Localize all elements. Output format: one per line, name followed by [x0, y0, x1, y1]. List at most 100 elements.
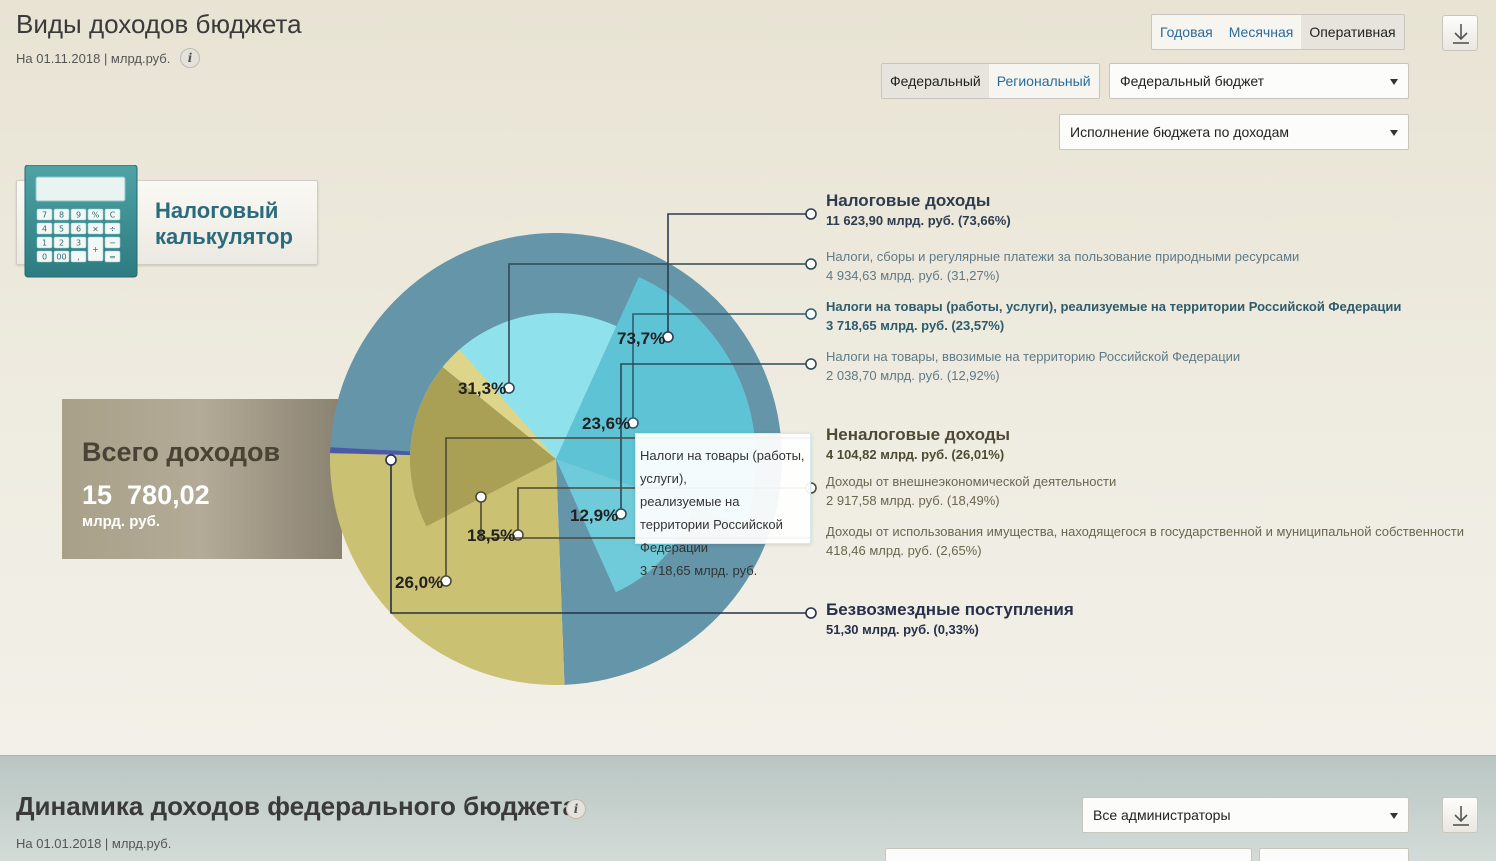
tab-federal[interactable]: Федеральный: [882, 64, 989, 98]
calculator-key: [87, 208, 104, 221]
tooltip-line-3: Федерации: [640, 540, 709, 555]
leader-domestic-goods: [632, 313, 811, 423]
total-revenue-value: 15 780,02: [82, 480, 210, 510]
leader-gratuitous-receipts-anchor: [385, 454, 397, 466]
pie-slice-property-income[interactable]: [442, 349, 556, 459]
chart-tooltip: Налоги на товары (работы, услуги), реали…: [635, 433, 811, 578]
calculator-key: [53, 250, 70, 263]
calculator-key-label: 0: [42, 253, 47, 262]
calculator-key-label: 4: [42, 225, 47, 234]
calculator-key-label: 5: [59, 225, 64, 234]
download-icon: [1453, 806, 1469, 826]
dynamics-download-button[interactable]: [1442, 797, 1478, 833]
tab-yearly[interactable]: Годовая: [1160, 24, 1213, 40]
calculator-icon: 7 8 9% C4 5 6 × ÷1 2 3 −0 00 ,+=: [24, 165, 138, 278]
leader-gratuitous-receipts: [390, 460, 811, 614]
legend-imported-goods[interactable]: Налоги на товары, ввозимые на территорию…: [826, 349, 1241, 364]
pie-slice-non-tax-revenue[interactable]: [330, 453, 565, 685]
calculator-key-label: ,: [77, 253, 80, 262]
download-button[interactable]: [1442, 15, 1478, 51]
report-select[interactable]: Исполнение бюджета по доходам: [1059, 114, 1409, 150]
legend-tax-revenue[interactable]: Налоговые доходы: [826, 191, 991, 210]
calculator-key: [53, 236, 70, 249]
calculator-key: [87, 222, 104, 235]
calculator-key-label: +: [92, 245, 99, 254]
total-revenue-title: Всего доходов: [82, 437, 281, 467]
total-revenue-unit: млрд. руб.: [82, 513, 161, 530]
leader-domestic-goods-end: [805, 308, 817, 320]
leader-imported-goods-anchor: [615, 508, 627, 520]
legend-imported-goods-value: 2 038,70 млрд. руб. (12,92%): [826, 368, 1000, 383]
pie-slice-imported-goods[interactable]: [556, 459, 694, 593]
pct-label-natural-resources: 31,3%: [458, 379, 507, 398]
calculator-key: [36, 208, 53, 221]
legend-property-income[interactable]: Доходы от использования имущества, наход…: [826, 524, 1465, 539]
dynamics-filter-1[interactable]: [885, 848, 1252, 861]
calculator-key-label: %: [92, 211, 100, 220]
legend-foreign-trade-value: 2 917,58 млрд. руб. (18,49%): [826, 493, 1000, 508]
calculator-key-label: 8: [59, 211, 64, 220]
leader-non-tax-revenue-anchor: [440, 575, 452, 587]
calculator-key: [104, 250, 121, 263]
budget-select[interactable]: Федеральный бюджет: [1109, 63, 1409, 99]
legend-natural-resources[interactable]: Налоги, сборы и регулярные платежи за по…: [826, 249, 1300, 264]
pct-label-tax: 73,7%: [617, 329, 666, 348]
info-icon[interactable]: i: [180, 48, 200, 68]
calculator-key-label: ÷: [109, 225, 116, 234]
leader-natural-resources-end: [805, 258, 817, 270]
tooltip-line-1: Налоги на товары (работы, услуги),: [640, 448, 805, 486]
dynamics-filter-2[interactable]: [1259, 848, 1409, 861]
calculator-key-label: 2: [59, 239, 64, 248]
leader-imported-goods-end: [805, 358, 817, 370]
legend-non-tax-revenue-value: 4 104,82 млрд. руб. (26,01%): [826, 447, 1005, 462]
budget-level-tabs: Федеральный Региональный: [881, 63, 1100, 99]
leader-domestic-goods-anchor: [627, 417, 639, 429]
calculator-key: [53, 222, 70, 235]
calculator-key: [104, 208, 121, 221]
calculator-key-label: 9: [76, 211, 81, 220]
report-select-value: Исполнение бюджета по доходам: [1070, 124, 1289, 140]
calculator-key-label: 3: [76, 239, 81, 248]
calculator-key: [70, 236, 87, 249]
leader-property-income-anchor: [475, 491, 487, 503]
leader-imported-goods: [620, 363, 811, 514]
legend-gratuitous-receipts[interactable]: Безвозмездные поступления: [826, 600, 1074, 619]
legend-property-income-value: 418,46 млрд. руб. (2,65%): [826, 543, 982, 558]
info-icon[interactable]: i: [566, 799, 586, 819]
tab-operational[interactable]: Оперативная: [1301, 15, 1404, 49]
legend-domestic-goods-value: 3 718,65 млрд. руб. (23,57%): [826, 318, 1005, 333]
budget-select-value: Федеральный бюджет: [1120, 73, 1265, 89]
tooltip-line-2: реализуемые на территории Российской: [640, 494, 783, 532]
administrator-select[interactable]: Все администраторы: [1082, 797, 1409, 833]
calculator-key: [104, 236, 121, 249]
legend-foreign-trade[interactable]: Доходы от внешнеэкономической деятельнос…: [826, 474, 1117, 489]
calculator-key: [104, 222, 121, 235]
leader-tax-revenue-anchor: [662, 331, 674, 343]
calculator-key: [87, 236, 104, 262]
tax-calculator-label: Налоговый калькулятор: [155, 198, 293, 249]
calculator-key-label: 00: [56, 253, 66, 262]
leader-gratuitous-receipts-end: [805, 607, 817, 619]
leader-tax-revenue: [667, 213, 811, 337]
legend-non-tax-revenue[interactable]: Неналоговые доходы: [826, 425, 1011, 444]
chevron-down-icon: [1390, 813, 1398, 819]
tab-regional[interactable]: Региональный: [996, 73, 1091, 89]
calculator-key-label: 7: [42, 211, 47, 220]
calculator-key-label: 1: [42, 239, 47, 248]
tab-monthly[interactable]: Месячная: [1228, 24, 1294, 40]
calculator-key-label: −: [109, 239, 116, 248]
dynamics-title: Динамика доходов федерального бюджета: [16, 791, 577, 821]
pct-label-non-tax: 26,0%: [395, 573, 444, 592]
calculator-key: [70, 222, 87, 235]
calculator-key-label: 6: [76, 225, 81, 234]
legend-domestic-goods[interactable]: Налоги на товары (работы, услуги), реали…: [826, 299, 1402, 314]
calculator-key-label: C: [110, 211, 116, 220]
date-unit-label: На 01.11.2018 | млрд.руб.: [16, 51, 171, 66]
chevron-down-icon: [1390, 79, 1398, 85]
calculator-key: [36, 222, 53, 235]
leader-natural-resources-anchor: [503, 382, 515, 394]
revenue-pie-chart: [330, 208, 817, 685]
calculator-key: [36, 250, 53, 263]
period-tabs: Годовая Месячная Оперативная: [1151, 14, 1405, 50]
tooltip-value: 3 718,65 млрд. руб.: [640, 563, 758, 578]
